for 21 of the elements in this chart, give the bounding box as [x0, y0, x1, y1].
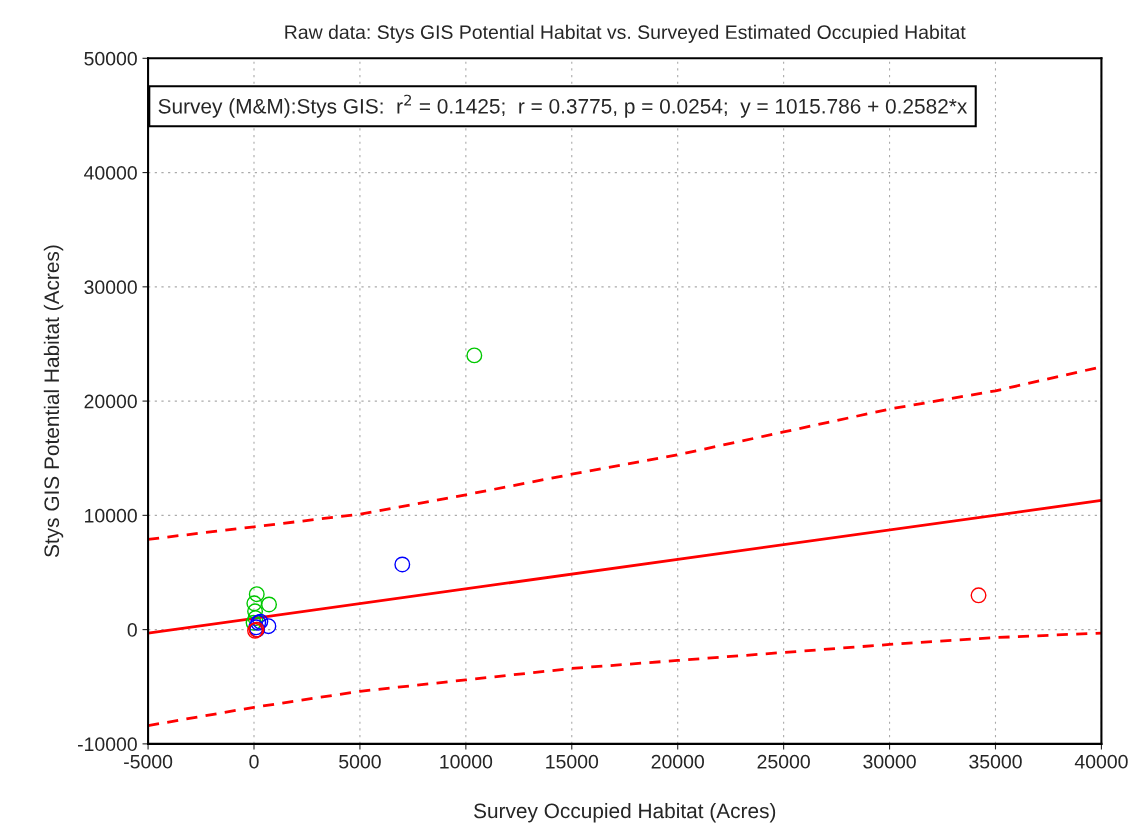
y-tick-label: -10000: [77, 737, 137, 752]
x-tick-label: 35000: [969, 754, 1022, 769]
x-tick-label: 0: [249, 754, 259, 769]
y-tick-label: 0: [127, 623, 137, 637]
y-tick-label: 20000: [84, 394, 137, 409]
y-tick-label: 10000: [85, 508, 137, 523]
annotation: Survey (M&M):Stys GIS: r$^{2}$ = 0.1425; r = 0.3775, p = 0.0254; y = 1015.786 + 0.2582*x: [158, 94, 968, 118]
x-tick-label: 40000: [1074, 754, 1128, 769]
x-tick-label: -5000: [124, 754, 173, 769]
x-tick-label: 20000: [651, 754, 704, 769]
y-tick-label: 50000: [84, 51, 137, 66]
y-tick-label: 40000: [84, 166, 137, 180]
x-tick-label: 25000: [757, 754, 810, 769]
x-tick-label: 5000: [339, 754, 381, 769]
y-tick-label: 30000: [84, 280, 137, 295]
x-tick-label: 10000: [440, 754, 493, 769]
x-tick-label: 30000: [863, 754, 916, 769]
y-axis-title: Stys GIS Potential Habitat (Acres): [43, 245, 64, 558]
x-tick-label: 15000: [546, 754, 599, 769]
chart-title: Raw data: Stys GIS Potential Habitat vs. Surveyed Estimated Occupied Habitat: [285, 24, 966, 43]
x-axis-title: Survey Occupied Habitat (Acres): [474, 802, 776, 823]
